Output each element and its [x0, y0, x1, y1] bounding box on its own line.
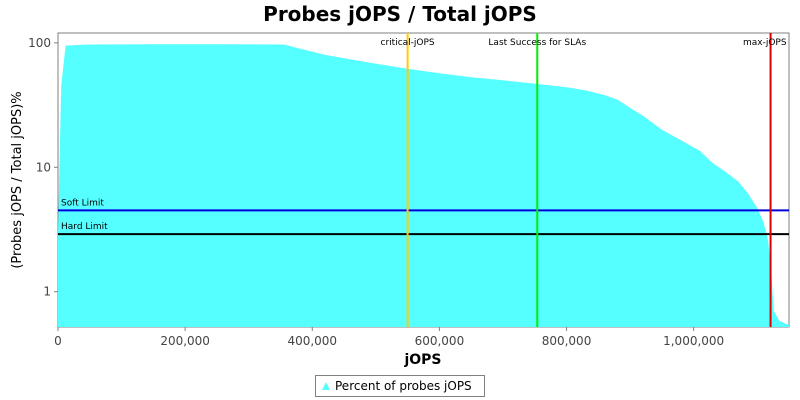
x-tick-label-1: 200,000 [160, 334, 210, 348]
x-tick-label-3: 600,000 [415, 334, 465, 348]
x-tick-label-4: 800,000 [542, 334, 592, 348]
legend: Percent of probes jOPS [315, 375, 485, 397]
x-axis-label: jOPS [403, 352, 441, 368]
chart-title: Probes jOPS / Total jOPS [263, 2, 537, 26]
x-tick-label-5: 1,000,000 [663, 334, 724, 348]
threshold-label-0: Soft Limit [61, 198, 104, 208]
x-tick-label-2: 400,000 [287, 334, 337, 348]
y-axis-label: (Probes jOPS / Total jOPS)% [10, 91, 25, 268]
y-tick-label-1: 10 [36, 160, 51, 174]
series-area-0 [58, 44, 789, 327]
threshold-label-1: Hard Limit [61, 222, 108, 232]
y-tick-label-2: 100 [28, 36, 51, 50]
y-axis: 1 10 100 [28, 36, 58, 299]
marker-label-2: max-jOPS [743, 38, 787, 48]
legend-swatch-icon [322, 382, 330, 390]
legend-label: Percent of probes jOPS [335, 379, 472, 393]
x-tick-label-0: 0 [54, 334, 62, 348]
x-axis: 0 200,000 400,000 600,000 800,000 1,000,000 [54, 327, 724, 348]
marker-label-1: Last Success for SLAs [488, 38, 586, 48]
y-tick-label-0: 1 [43, 285, 51, 299]
marker-label-0: critical-jOPS [381, 38, 435, 48]
plot-area: Soft Limit Hard Limit critical-jOPS Last Su… [57, 32, 790, 328]
